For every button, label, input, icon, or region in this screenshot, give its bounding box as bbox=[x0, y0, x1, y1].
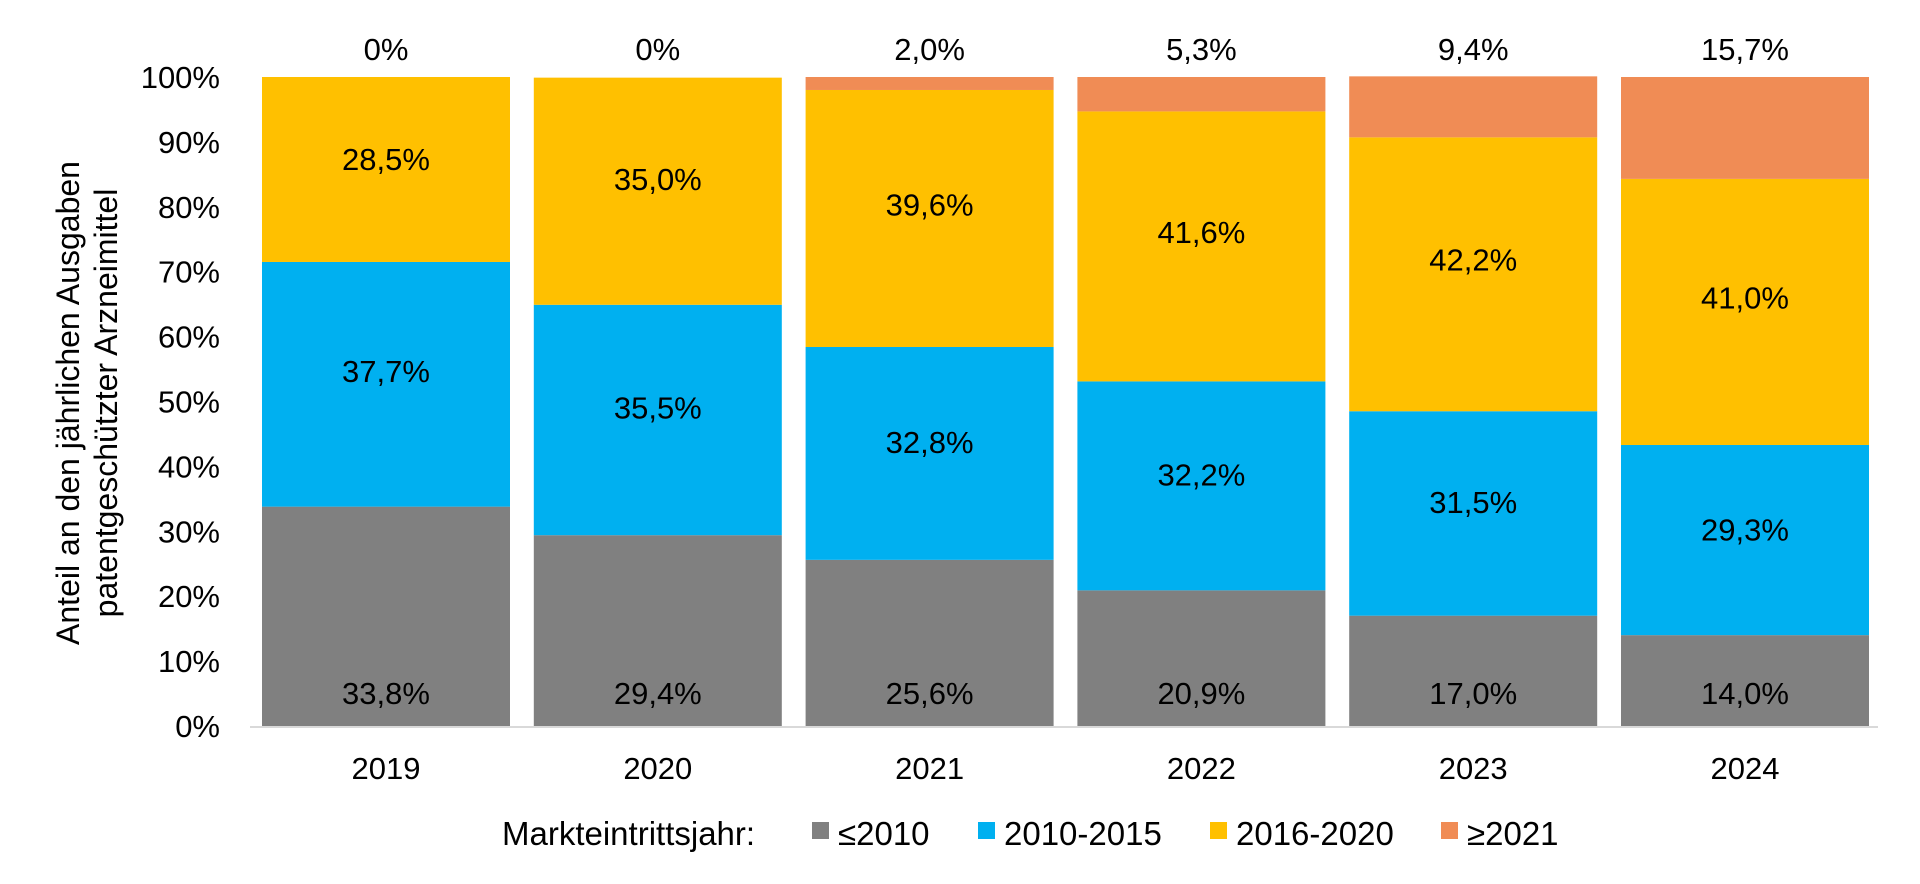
data-label: 17,0% bbox=[1429, 676, 1517, 711]
bar-segment bbox=[1621, 178, 1869, 445]
bar-group-2023: 17,0% 31,5% 42,2% 9,4% bbox=[1349, 32, 1598, 726]
bar-segment bbox=[1077, 590, 1326, 726]
bar-group-2020: 29,4% 35,5% 35,0% 0% bbox=[533, 32, 782, 726]
legend-label: ≤2010 bbox=[838, 815, 930, 852]
bar-segment bbox=[1077, 77, 1326, 112]
data-label: 41,0% bbox=[1701, 281, 1789, 316]
y-tick-label: 90% bbox=[158, 125, 220, 160]
bar-group-2022: 20,9% 32,2% 41,6% 5,3% bbox=[1077, 32, 1326, 726]
bar-segment bbox=[805, 77, 1054, 90]
bar-segment bbox=[533, 304, 782, 536]
y-tick-label: 80% bbox=[158, 190, 220, 225]
y-tick-label: 60% bbox=[158, 320, 220, 355]
legend-swatch bbox=[1210, 822, 1227, 839]
x-tick-label: 2019 bbox=[352, 751, 421, 786]
bar-group-2019: 33,8% 37,7% 28,5% 0% bbox=[262, 32, 510, 726]
bar-segment bbox=[1349, 411, 1598, 616]
y-axis-label: Anteil an den jährlichen Ausgaben patent… bbox=[50, 161, 124, 645]
data-label: 32,8% bbox=[886, 425, 974, 460]
legend-swatch bbox=[812, 822, 829, 839]
data-label: 42,2% bbox=[1429, 243, 1517, 278]
bar-segment bbox=[805, 89, 1054, 347]
bar-segment bbox=[1077, 381, 1326, 591]
bar-segment bbox=[1077, 111, 1326, 382]
y-axis-label-line1: Anteil an den jährlichen Ausgaben bbox=[50, 161, 86, 645]
data-label: 29,4% bbox=[614, 676, 702, 711]
bar-segment bbox=[533, 535, 782, 726]
data-label: 0% bbox=[364, 32, 409, 67]
y-tick-label: 30% bbox=[158, 514, 220, 549]
legend-label: 2010-2015 bbox=[1004, 815, 1162, 852]
data-label: 9,4% bbox=[1438, 32, 1509, 67]
bar-segment bbox=[1621, 77, 1869, 179]
bar-segment bbox=[1621, 444, 1869, 636]
y-tick-label: 70% bbox=[158, 255, 220, 290]
y-tick-label: 40% bbox=[158, 449, 220, 484]
bar-segment bbox=[805, 559, 1054, 726]
data-label: 35,5% bbox=[614, 390, 702, 425]
bar-segment bbox=[533, 77, 782, 305]
y-axis-label-line2: patentgeschützter Arzneimittel bbox=[88, 189, 124, 618]
bars: 33,8% 37,7% 28,5% 0% 29,4% 35,5% 35,0% 0% 25,6% 3… bbox=[262, 32, 1869, 726]
bar-segment bbox=[262, 261, 510, 507]
legend-label: ≥2021 bbox=[1467, 815, 1559, 852]
data-label: 35,0% bbox=[614, 162, 702, 197]
x-tick-label: 2022 bbox=[1167, 751, 1236, 786]
bar-segment bbox=[1349, 76, 1598, 138]
data-label: 5,3% bbox=[1166, 32, 1237, 67]
bar-segment bbox=[805, 346, 1054, 560]
data-label: 37,7% bbox=[342, 354, 430, 389]
data-label: 15,7% bbox=[1701, 32, 1789, 67]
data-label: 25,6% bbox=[886, 676, 974, 711]
x-tick-label: 2021 bbox=[895, 751, 964, 786]
data-label: 39,6% bbox=[886, 188, 974, 223]
bar-segment bbox=[1349, 137, 1598, 412]
y-axis-ticks: 0% 10% 20% 30% 40% 50% 60% 70% 80% 90% 100% bbox=[141, 60, 220, 744]
data-label: 14,0% bbox=[1701, 676, 1789, 711]
x-tick-label: 2023 bbox=[1439, 751, 1508, 786]
y-tick-label: 20% bbox=[158, 579, 220, 614]
data-label: 31,5% bbox=[1429, 485, 1517, 520]
legend: Markteintrittsjahr: ≤2010 2010-2015 2016-2… bbox=[502, 815, 1559, 852]
data-label: 28,5% bbox=[342, 142, 430, 177]
data-label: 32,2% bbox=[1157, 457, 1245, 492]
bar-group-2024: 14,0% 29,3% 41,0% 15,7% bbox=[1621, 32, 1869, 726]
y-tick-label: 10% bbox=[158, 644, 220, 679]
data-label: 0% bbox=[635, 32, 680, 67]
bar-segment bbox=[262, 506, 510, 726]
y-tick-label: 100% bbox=[141, 60, 220, 95]
x-tick-label: 2020 bbox=[623, 751, 692, 786]
data-label: 33,8% bbox=[342, 676, 430, 711]
legend-label: 2016-2020 bbox=[1236, 815, 1394, 852]
y-tick-label: 0% bbox=[175, 709, 220, 744]
data-label: 41,6% bbox=[1157, 215, 1245, 250]
data-label: 20,9% bbox=[1157, 676, 1245, 711]
bar-segment bbox=[1621, 635, 1869, 726]
legend-swatch bbox=[978, 822, 995, 839]
x-axis-ticks: 2019 2020 2021 2022 2023 2024 bbox=[352, 751, 1780, 786]
bar-group-2021: 25,6% 32,8% 39,6% 2,0% bbox=[805, 32, 1054, 726]
data-label: 29,3% bbox=[1701, 513, 1789, 548]
data-label: 2,0% bbox=[894, 32, 965, 67]
x-tick-label: 2024 bbox=[1711, 751, 1780, 786]
legend-swatch bbox=[1441, 822, 1458, 839]
y-tick-label: 50% bbox=[158, 385, 220, 420]
legend-title: Markteintrittsjahr: bbox=[502, 815, 755, 852]
bar-segment bbox=[1349, 615, 1598, 726]
bar-segment bbox=[262, 77, 510, 262]
